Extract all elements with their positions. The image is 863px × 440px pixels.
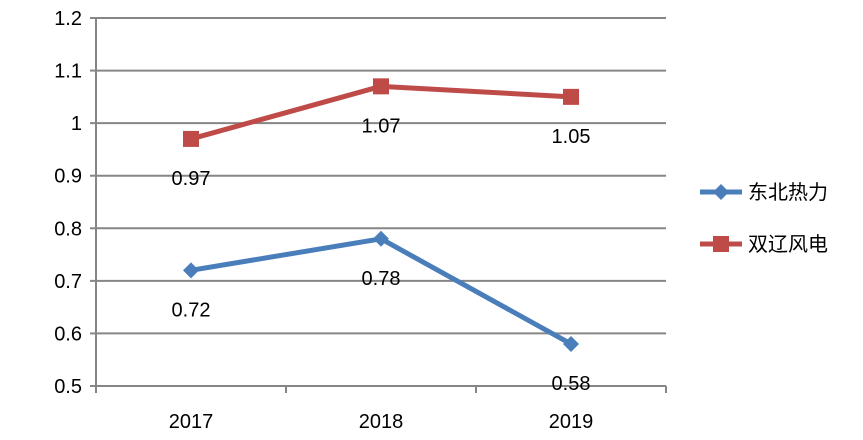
y-tick-label: 1	[71, 113, 82, 135]
gridlines	[96, 17, 666, 387]
x-axis: 2017 2018 2019	[95, 386, 667, 433]
y-tick-label: 0.6	[54, 323, 82, 345]
y-tick-label: 0.9	[54, 166, 82, 188]
x-tick-label: 2017	[169, 411, 214, 433]
legend-marker	[713, 184, 729, 200]
y-tick-label: 0.7	[54, 271, 82, 293]
data-label: 0.97	[172, 168, 211, 190]
y-tick-label: 0.5	[54, 376, 82, 398]
y-axis: 0.5 0.6 0.7 0.8 0.9 1 1.1 1.2	[54, 8, 97, 398]
data-point	[183, 262, 199, 279]
data-label: 1.05	[552, 126, 591, 148]
data-point	[373, 230, 389, 247]
x-tick-label: 2018	[359, 411, 404, 433]
data-point	[563, 335, 579, 352]
series-group: 0.72 0.78 0.58 0.97 1.07 1.05	[172, 78, 591, 395]
data-point	[373, 78, 389, 95]
x-tick-label: 2019	[549, 411, 594, 433]
data-label: 0.58	[552, 373, 591, 395]
series-line	[190, 236, 573, 347]
series-1: 0.97 1.07 1.05	[172, 78, 591, 190]
y-tick-label: 1.2	[54, 8, 82, 30]
legend-label: 东北热力	[748, 180, 828, 204]
legend-marker	[713, 236, 729, 252]
data-point	[183, 130, 199, 147]
legend-item: 双辽风电	[700, 232, 828, 256]
data-label: 0.78	[362, 268, 401, 290]
data-label: 1.07	[362, 115, 401, 137]
legend-label: 双辽风电	[748, 232, 828, 256]
data-point	[563, 88, 579, 105]
y-tick-label: 0.8	[54, 218, 82, 240]
series-0: 0.72 0.78 0.58	[172, 230, 591, 395]
data-label: 0.72	[172, 299, 211, 321]
legend-item: 东北热力	[700, 180, 828, 204]
y-tick-label: 1.1	[54, 61, 82, 83]
